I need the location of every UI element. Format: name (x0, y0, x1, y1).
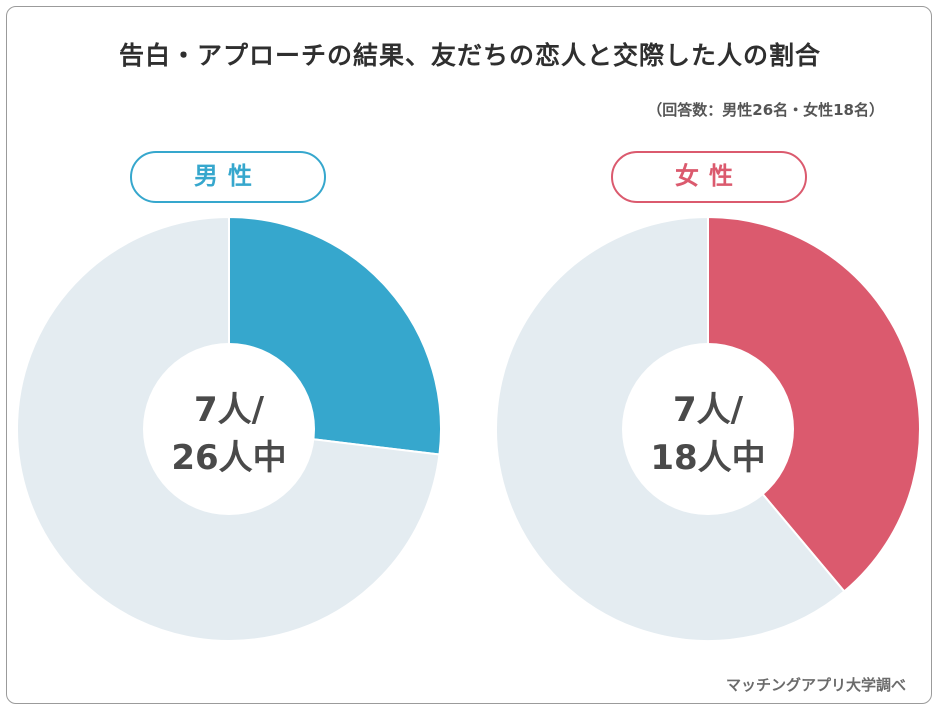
female-label-pill: 女性 (611, 151, 807, 203)
male-center-label-1: 26人中 (171, 438, 286, 478)
female-pie-slice-0 (707, 215, 921, 593)
female-center-label-1: 18人中 (650, 438, 765, 478)
female-center-label-0: 7人/ (673, 390, 744, 430)
chart-title: 告白・アプローチの結果、友だちの恋人と交際した人の割合 (118, 41, 821, 70)
respondent-count: （回答数：男性26名・女性18名） (647, 101, 884, 119)
female-pie-center (622, 343, 794, 515)
female-pie: 7人/18人中 (495, 215, 921, 642)
male-label-pill: 男性 (130, 151, 326, 203)
male-pie-center (143, 343, 315, 515)
male-center-label-0: 7人/ (194, 390, 265, 430)
source-credit: マッチングアプリ大学調べ (725, 676, 906, 694)
male-pie: 7人/26人中 (16, 215, 442, 642)
